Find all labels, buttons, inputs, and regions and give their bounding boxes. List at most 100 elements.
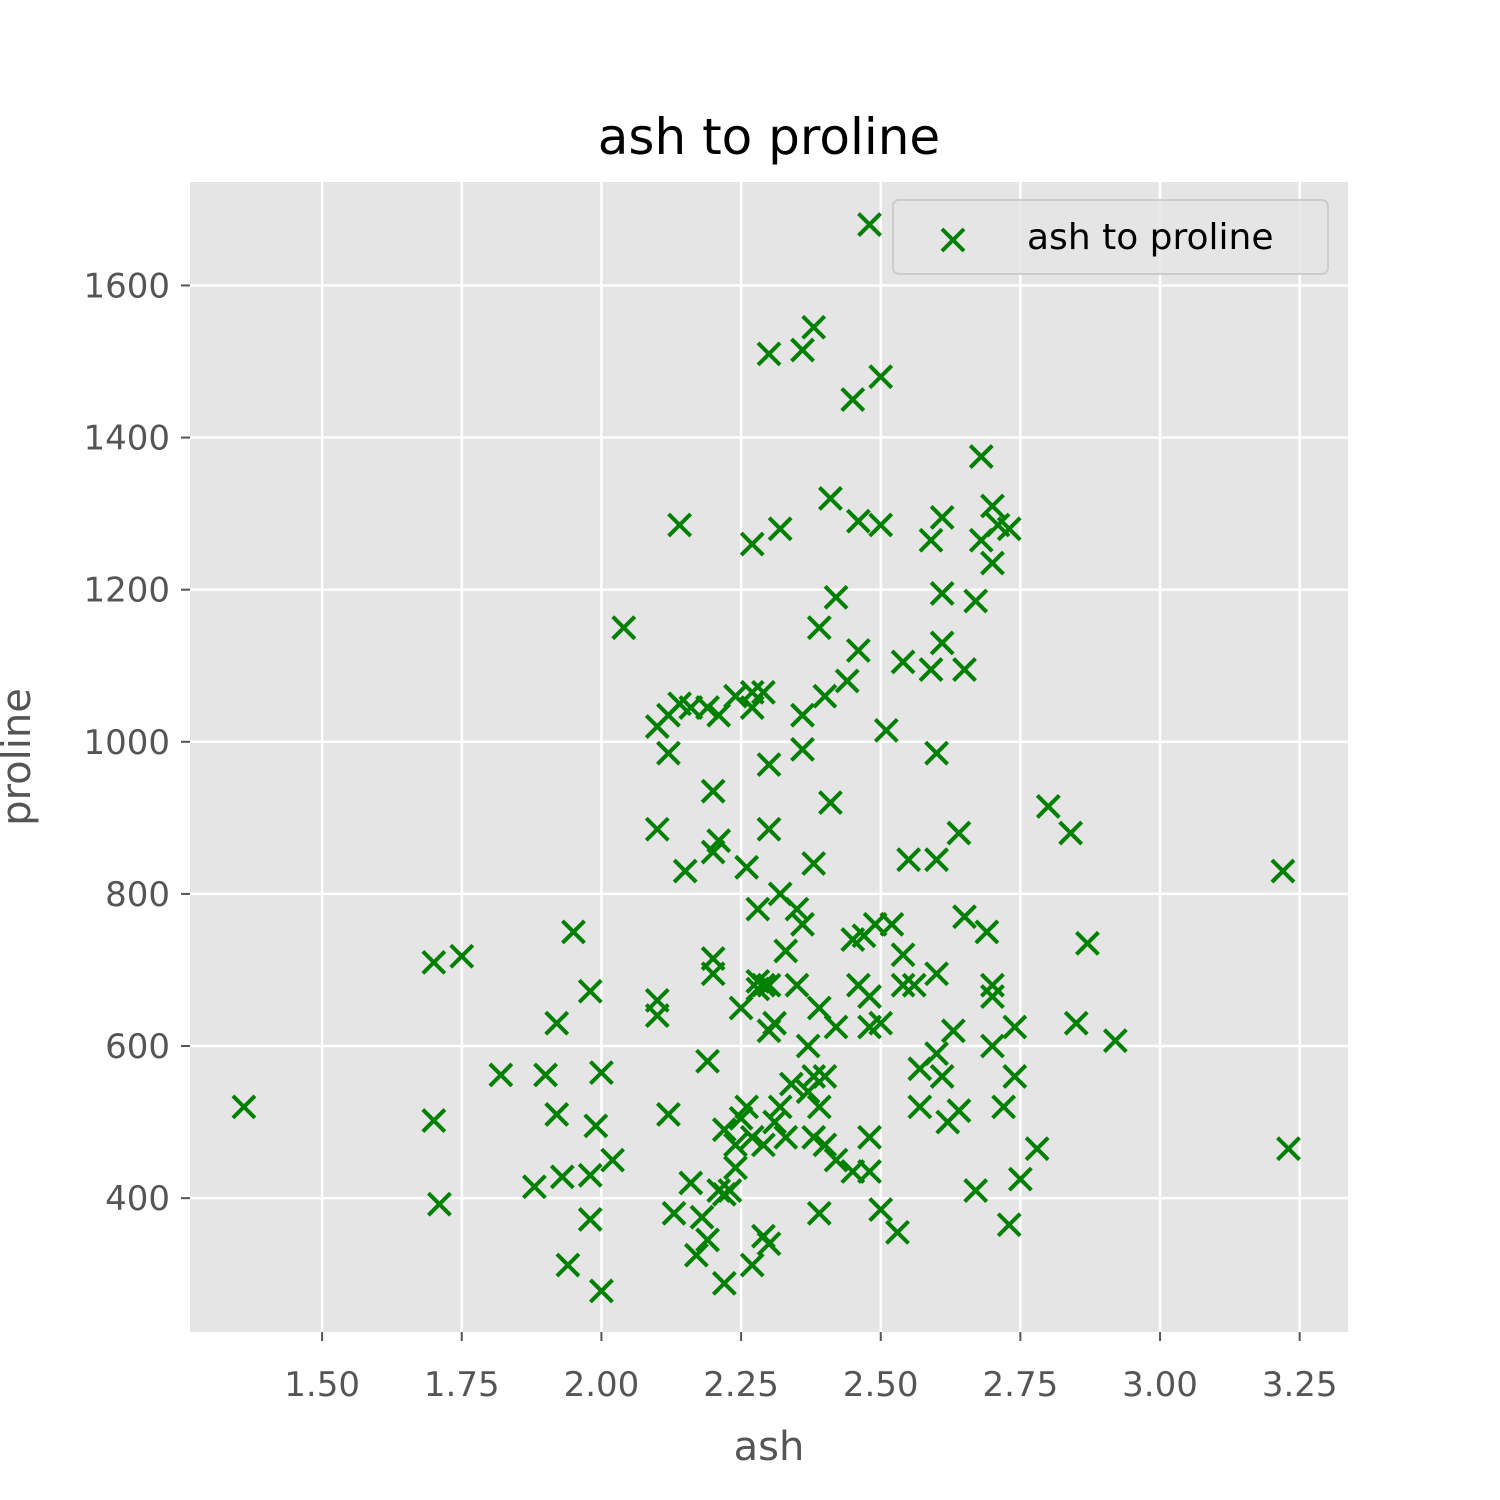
data-point <box>929 581 955 606</box>
data-point <box>695 1048 720 1074</box>
data-point <box>778 1071 804 1097</box>
data-point <box>812 1064 838 1089</box>
x-tick-label: 1.50 <box>284 1365 360 1405</box>
data-point <box>421 1108 447 1133</box>
data-point <box>901 972 927 998</box>
y-tick-label: 1600 <box>83 266 170 306</box>
data-point <box>812 683 838 709</box>
data-point <box>885 1219 910 1245</box>
data-point <box>656 1102 681 1127</box>
data-point <box>991 1094 1017 1120</box>
data-point <box>980 972 1005 998</box>
data-point <box>952 657 977 682</box>
data-point <box>806 1094 832 1120</box>
data-point <box>845 638 871 663</box>
data-point <box>583 1113 609 1139</box>
data-point <box>644 816 670 842</box>
data-point <box>689 1204 715 1230</box>
data-point <box>840 387 866 412</box>
data-point <box>790 337 815 363</box>
legend-marker-x-icon <box>940 227 966 253</box>
data-point <box>706 828 732 854</box>
data-point <box>723 1132 748 1158</box>
data-point <box>868 1197 894 1222</box>
y-tick-label: 800 <box>105 875 170 915</box>
data-point <box>963 588 989 614</box>
data-point <box>745 896 771 922</box>
data-point <box>421 949 447 975</box>
data-point <box>723 1155 748 1181</box>
data-point <box>449 943 475 969</box>
data-point <box>577 1207 603 1232</box>
data-point <box>907 1094 933 1120</box>
data-point <box>577 978 603 1004</box>
data-point <box>739 1124 765 1150</box>
chart-title: ash to proline <box>598 108 940 166</box>
data-point <box>806 1200 832 1226</box>
data-point <box>974 919 1000 945</box>
data-point <box>767 516 793 542</box>
data-point <box>600 1147 626 1173</box>
data-point <box>918 527 944 553</box>
data-point <box>823 1147 849 1173</box>
data-point <box>857 1159 882 1184</box>
data-point <box>695 695 720 720</box>
data-point <box>756 1231 782 1257</box>
data-point <box>790 702 815 728</box>
data-point <box>1074 930 1100 956</box>
data-point <box>672 858 698 884</box>
data-point <box>488 1062 514 1088</box>
data-point <box>739 1252 765 1278</box>
data-point <box>784 896 810 922</box>
data-point <box>656 740 681 766</box>
data-point <box>756 752 782 778</box>
data-point <box>845 508 871 534</box>
data-point <box>549 1164 575 1190</box>
data-point <box>756 972 782 998</box>
data-point <box>929 1064 955 1089</box>
data-point <box>924 847 949 873</box>
data-point <box>790 911 815 937</box>
data-point <box>857 212 882 238</box>
data-point <box>980 1033 1005 1059</box>
data-point <box>952 904 977 930</box>
data-point <box>1007 1166 1033 1192</box>
data-point <box>868 512 894 538</box>
data-point <box>544 1102 570 1127</box>
data-point <box>980 984 1005 1009</box>
y-tick-label: 400 <box>105 1179 170 1219</box>
data-point <box>996 516 1022 542</box>
data-point <box>890 972 916 998</box>
data-point <box>801 1064 827 1089</box>
data-point <box>857 1124 882 1150</box>
data-point <box>711 1270 737 1296</box>
data-point <box>773 938 799 964</box>
data-point <box>918 657 944 682</box>
data-point <box>678 1170 704 1196</box>
data-point <box>661 1200 687 1226</box>
data-point <box>879 911 905 937</box>
legend-marker <box>940 227 966 253</box>
data-point <box>739 695 765 720</box>
data-point <box>812 1132 838 1158</box>
y-tick-label: 600 <box>105 1027 170 1067</box>
y-tick-label: 1200 <box>83 571 170 611</box>
legend: ash to proline <box>892 199 1329 275</box>
data-point <box>924 740 949 766</box>
data-point <box>700 778 726 804</box>
data-point <box>1102 1028 1128 1054</box>
data-point <box>767 1094 793 1120</box>
legend-box <box>892 199 1329 275</box>
x-tick-label: 2.50 <box>843 1365 919 1405</box>
data-point <box>734 1094 760 1120</box>
data-point <box>823 584 849 610</box>
data-point <box>711 1117 737 1143</box>
data-point <box>929 630 955 656</box>
x-tick-label: 2.00 <box>564 1365 640 1405</box>
data-point <box>801 1124 827 1150</box>
data-point <box>857 984 882 1009</box>
data-point <box>980 550 1005 576</box>
data-point <box>1002 1014 1028 1040</box>
data-point <box>750 1132 776 1158</box>
data-point <box>427 1191 452 1217</box>
